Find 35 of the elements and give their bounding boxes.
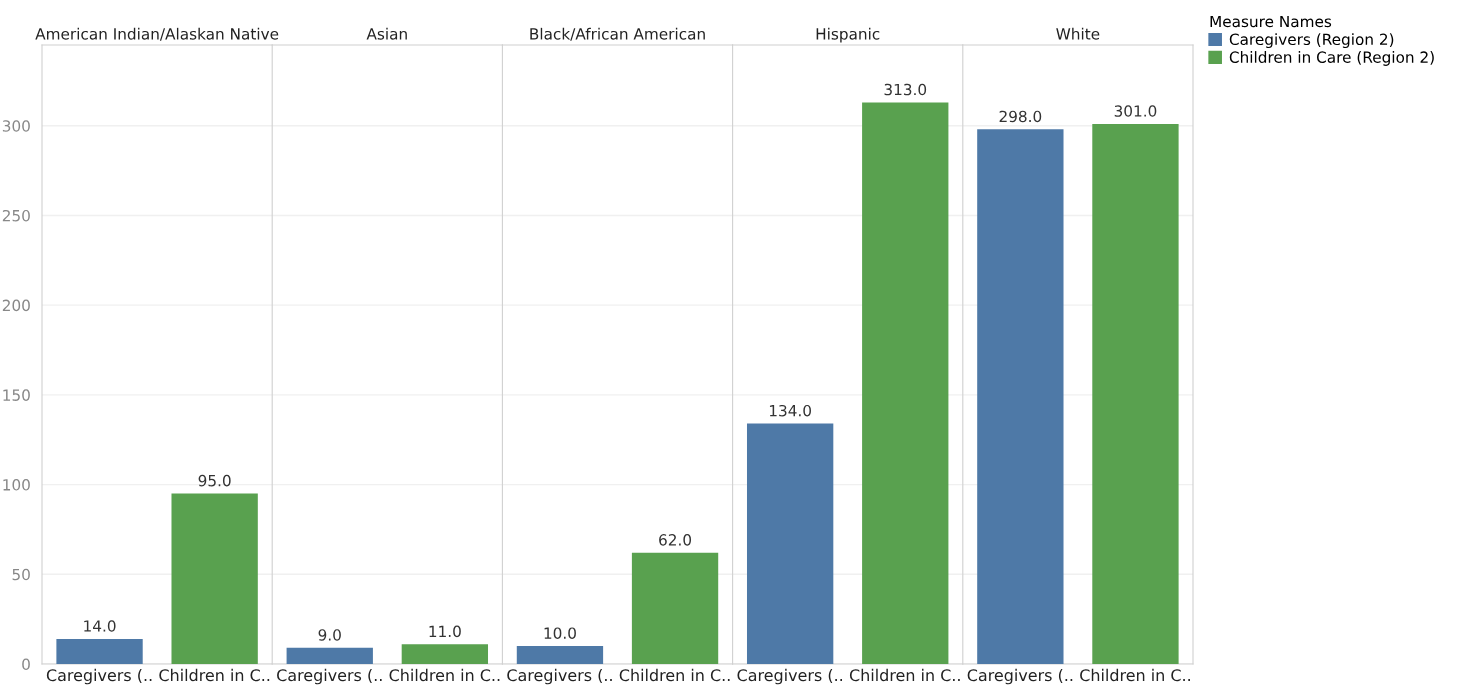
y-tick-label: 250 [2, 209, 30, 222]
x-tick-label: Children in C.. [389, 668, 500, 682]
y-tick-label: 200 [2, 299, 30, 312]
x-tick-label: Children in C.. [159, 668, 270, 682]
x-tick-label: Children in C.. [1080, 668, 1190, 682]
chart-title: Hispanic [816, 27, 880, 43]
x-tick-label: Caregivers (.. [277, 668, 382, 685]
x-tick-label: Caregivers (.. [46, 668, 152, 685]
y-tick-label: 150 [3, 389, 30, 401]
y-tick-label: 100 [3, 479, 30, 491]
chart-title: White [1056, 27, 1100, 40]
data-label: 10.0 [544, 627, 576, 639]
chart-title: Asian [366, 27, 407, 40]
data-label: 9.0 [318, 629, 341, 641]
data-label: 313.0 [884, 83, 927, 96]
legend-title: Measure Names [1210, 15, 1332, 28]
y-tick-label: 50 [12, 568, 30, 581]
chart-title: Black/African American [530, 27, 705, 41]
y-tick-label: 300 [2, 120, 30, 132]
data-label: 14.0 [84, 620, 116, 632]
x-tick-label: Caregivers (.. [507, 668, 612, 685]
x-tick-label: Caregivers (.. [737, 668, 843, 685]
legend-label: Children in Care (Region 2) [1229, 51, 1434, 66]
data-label: 134.0 [769, 404, 811, 417]
data-label: 301.0 [1114, 105, 1157, 117]
x-tick-label: Children in C.. [849, 668, 960, 682]
legend-label: Caregivers (Region 2) [1229, 33, 1394, 49]
data-label: 95.0 [198, 474, 231, 487]
x-tick-label: Caregivers (.. [967, 668, 1073, 685]
data-label: 62.0 [659, 534, 692, 546]
x-tick-label: Children in C.. [619, 668, 730, 682]
data-label: 11.0 [429, 625, 461, 638]
chart-title: American Indian/Alaskan Native [35, 27, 279, 41]
y-tick-label: 0 [22, 658, 30, 671]
data-label: 298.0 [999, 110, 1042, 123]
